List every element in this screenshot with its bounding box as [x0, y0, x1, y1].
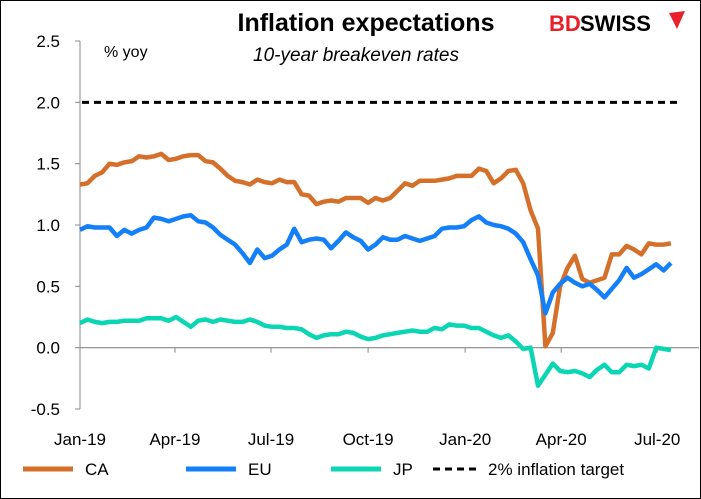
x-tick-label: Jan-19: [54, 430, 106, 449]
y-axis-unit: % yoy: [104, 44, 148, 61]
logo-text-swiss: SWISS: [580, 11, 651, 36]
legend-label-eu: EU: [248, 460, 272, 479]
x-tick-label: Jul-20: [634, 430, 680, 449]
x-tick-label: Apr-19: [149, 430, 200, 449]
legend-label-target: 2% inflation target: [488, 460, 624, 479]
series-line-eu: [78, 212, 673, 316]
legend-label-ca: CA: [85, 460, 109, 479]
logo-text-bd: BD: [549, 11, 581, 36]
y-tick-label: -0.5: [31, 400, 60, 419]
x-tick-label: Apr-20: [536, 430, 587, 449]
chart-subtitle: 10-year breakeven rates: [253, 45, 459, 66]
legend-label-jp: JP: [393, 460, 413, 479]
y-tick-label: 1.0: [36, 216, 60, 235]
logo-flag-icon: [669, 11, 685, 29]
y-tick-label: 1.5: [36, 155, 60, 174]
series-line-ca: [79, 151, 672, 349]
y-tick-label: 0.5: [36, 277, 60, 296]
x-tick-label: Oct-19: [343, 430, 394, 449]
chart-title: Inflation expectations: [238, 9, 495, 37]
series-line-jp: [79, 314, 672, 388]
bdswiss-logo: BD SWISS: [549, 11, 685, 36]
y-tick-label: 2.5: [36, 32, 60, 51]
y-tick-label: 2.0: [36, 93, 60, 112]
x-tick-label: Jul-19: [248, 430, 294, 449]
x-tick-label: Jan-20: [439, 430, 491, 449]
y-tick-label: 0.0: [36, 339, 60, 358]
